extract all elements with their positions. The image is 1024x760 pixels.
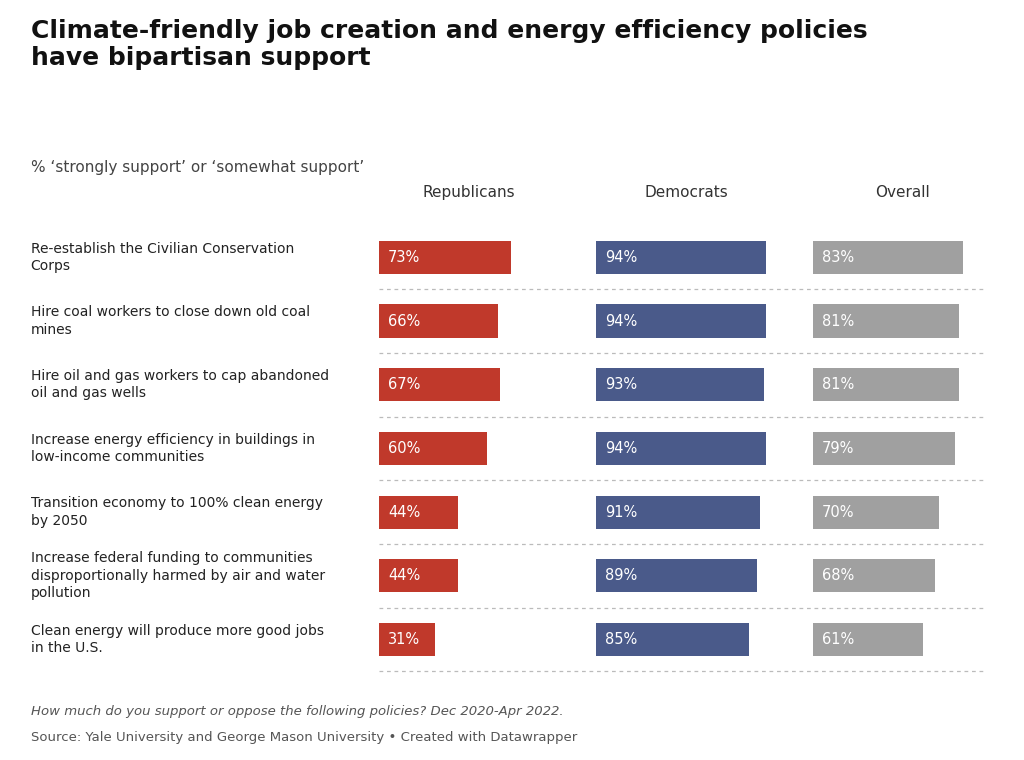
Text: 94%: 94% bbox=[605, 314, 637, 328]
Text: 94%: 94% bbox=[605, 441, 637, 456]
Bar bbox=[596, 432, 766, 465]
Text: 79%: 79% bbox=[821, 441, 854, 456]
Text: Hire oil and gas workers to cap abandoned
oil and gas wells: Hire oil and gas workers to cap abandone… bbox=[31, 369, 329, 401]
Text: 85%: 85% bbox=[605, 632, 637, 647]
Text: Transition economy to 100% clean energy
by 2050: Transition economy to 100% clean energy … bbox=[31, 496, 323, 527]
Bar bbox=[596, 368, 764, 401]
Bar bbox=[596, 559, 757, 592]
Text: 93%: 93% bbox=[605, 377, 637, 392]
Text: Clean energy will produce more good jobs
in the U.S.: Clean energy will produce more good jobs… bbox=[31, 624, 324, 655]
Text: Hire coal workers to close down old coal
mines: Hire coal workers to close down old coal… bbox=[31, 306, 310, 337]
Text: 60%: 60% bbox=[388, 441, 420, 456]
Bar bbox=[813, 496, 939, 529]
Text: 44%: 44% bbox=[388, 505, 420, 520]
Text: % ‘strongly support’ or ‘somewhat support’: % ‘strongly support’ or ‘somewhat suppor… bbox=[31, 160, 364, 175]
Text: Republicans: Republicans bbox=[423, 185, 515, 200]
Bar bbox=[379, 368, 500, 401]
Text: 61%: 61% bbox=[821, 632, 854, 647]
Bar bbox=[813, 305, 958, 337]
Text: 91%: 91% bbox=[605, 505, 637, 520]
Text: 66%: 66% bbox=[388, 314, 420, 328]
Text: 44%: 44% bbox=[388, 568, 420, 583]
Bar bbox=[813, 368, 958, 401]
Text: 31%: 31% bbox=[388, 632, 420, 647]
Bar bbox=[379, 241, 511, 274]
Bar bbox=[379, 559, 459, 592]
Bar bbox=[596, 241, 766, 274]
Bar bbox=[596, 496, 760, 529]
Bar bbox=[813, 241, 963, 274]
Text: How much do you support or oppose the following policies? Dec 2020-Apr 2022.: How much do you support or oppose the fo… bbox=[31, 705, 563, 718]
Bar bbox=[813, 559, 936, 592]
Text: Source: Yale University and George Mason University • Created with Datawrapper: Source: Yale University and George Mason… bbox=[31, 731, 577, 744]
Text: Climate-friendly job creation and energy efficiency policies
have bipartisan sup: Climate-friendly job creation and energy… bbox=[31, 19, 867, 70]
Bar bbox=[379, 432, 487, 465]
Text: Re-establish the Civilian Conservation
Corps: Re-establish the Civilian Conservation C… bbox=[31, 242, 294, 273]
Text: 67%: 67% bbox=[388, 377, 420, 392]
Bar bbox=[813, 432, 955, 465]
Text: 94%: 94% bbox=[605, 250, 637, 265]
Text: 89%: 89% bbox=[605, 568, 637, 583]
Bar bbox=[813, 623, 923, 656]
Text: Democrats: Democrats bbox=[644, 185, 728, 200]
Bar bbox=[596, 623, 750, 656]
Text: 81%: 81% bbox=[821, 377, 854, 392]
Text: 70%: 70% bbox=[821, 505, 854, 520]
Bar bbox=[379, 305, 498, 337]
Bar bbox=[379, 623, 435, 656]
Text: 73%: 73% bbox=[388, 250, 420, 265]
Text: 81%: 81% bbox=[821, 314, 854, 328]
Bar bbox=[379, 496, 459, 529]
Text: 83%: 83% bbox=[821, 250, 854, 265]
Text: Increase federal funding to communities
disproportionally harmed by air and wate: Increase federal funding to communities … bbox=[31, 552, 325, 600]
Bar bbox=[596, 305, 766, 337]
Text: Increase energy efficiency in buildings in
low-income communities: Increase energy efficiency in buildings … bbox=[31, 432, 314, 464]
Text: 68%: 68% bbox=[821, 568, 854, 583]
Text: Overall: Overall bbox=[876, 185, 930, 200]
